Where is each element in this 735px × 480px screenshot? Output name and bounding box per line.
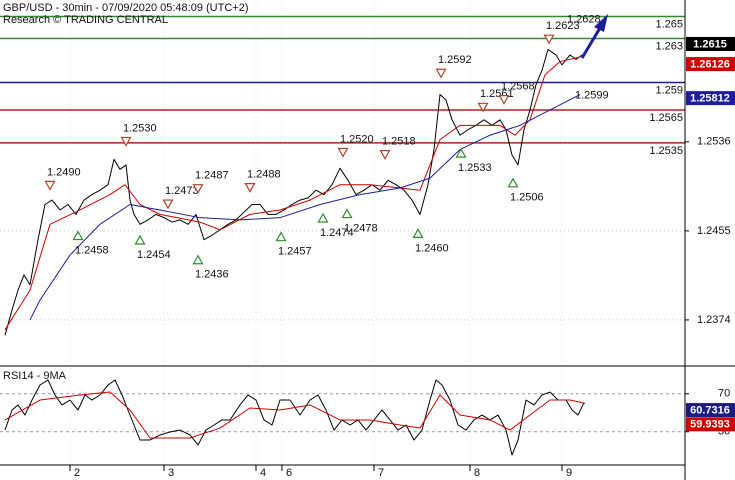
y-tick-label: 1.2374	[697, 314, 731, 326]
low-label: 1.2460	[415, 242, 449, 254]
low-marker	[192, 254, 204, 265]
level-label: 1.265	[655, 18, 683, 30]
arrow-head	[594, 14, 608, 32]
level-layer: 1.265 1.263 1.259 1.2565 1.2535	[0, 15, 685, 157]
high-marker	[244, 182, 256, 193]
high-marker	[162, 199, 174, 210]
note-label: 1.2599	[575, 89, 609, 101]
forecast-arrow	[580, 14, 608, 59]
last-value-box	[686, 417, 735, 432]
last-value-label: 1.25812	[690, 93, 730, 105]
y-tick-label: 1.2536	[697, 136, 731, 148]
high-label: 1.2530	[123, 122, 157, 134]
last-value-label: 60.7316	[690, 404, 730, 416]
x-tick-label: 6	[286, 467, 292, 479]
axis-layer: 1.23741.24551.25361.26151.261261.2581230…	[69, 36, 735, 479]
low-marker	[275, 231, 287, 242]
y-tick-label: 70	[718, 388, 730, 400]
high-marker	[477, 102, 489, 113]
low-label: 1.2474	[320, 227, 354, 239]
low-label: 1.2436	[195, 269, 229, 281]
high-label: 1.2592	[438, 54, 472, 66]
high-label: 1.2623	[546, 20, 580, 32]
x-tick-label: 7	[378, 467, 384, 479]
series-layer	[4, 48, 586, 456]
low-marker	[317, 212, 329, 223]
series-line	[4, 379, 585, 456]
last-value-label: 1.2615	[693, 38, 727, 50]
series-line	[4, 56, 581, 331]
x-tick-label: 8	[474, 467, 480, 479]
series-line	[4, 391, 586, 439]
high-marker	[498, 95, 510, 105]
x-tick-label: 4	[260, 467, 266, 479]
level-label: 1.2565	[649, 112, 683, 124]
y-tick-label: 1.2455	[697, 225, 731, 237]
high-marker	[379, 150, 391, 160]
low-label: 1.2458	[75, 244, 109, 256]
x-tick-label: 3	[168, 467, 174, 479]
low-marker	[72, 230, 84, 241]
note-label: 1.2628	[567, 14, 601, 26]
low-marker	[134, 234, 146, 245]
high-marker	[44, 180, 56, 191]
annotation-layer: 1.2490 1.2458 1.2530 1.2454 1.2473 1.2487 1.24…	[44, 14, 609, 281]
high-marker	[192, 184, 204, 194]
high-label: 1.2473	[165, 185, 199, 197]
rsi-title: RSI14 - 9MA	[3, 370, 67, 382]
grid-layer	[0, 0, 685, 465]
level-label: 1.2535	[649, 145, 683, 157]
x-tick-label: 9	[566, 467, 572, 479]
last-value-box	[686, 57, 735, 72]
high-label: 1.2487	[195, 170, 229, 182]
high-marker	[337, 147, 349, 158]
last-value-box	[686, 36, 735, 51]
high-label: 1.2490	[47, 166, 81, 178]
series-line	[29, 94, 581, 321]
level-label: 1.259	[655, 84, 683, 96]
high-marker	[435, 68, 447, 79]
low-label: 1.2533	[458, 162, 492, 174]
low-label: 1.2506	[510, 192, 544, 204]
low-label: 1.2478	[344, 222, 378, 234]
level-label: 1.263	[655, 40, 683, 52]
high-label: 1.2518	[382, 136, 416, 148]
last-value-label: 59.9393	[690, 419, 730, 431]
last-value-box	[686, 403, 735, 418]
low-marker	[341, 208, 353, 219]
high-label: 1.2520	[340, 133, 374, 145]
last-value-label: 1.26126	[690, 59, 730, 71]
chart-subtitle: Research © TRADING CENTRAL	[3, 14, 168, 26]
low-marker	[412, 228, 424, 238]
low-marker	[507, 177, 519, 188]
high-marker	[120, 136, 132, 147]
low-marker	[455, 147, 467, 158]
arrow-shaft	[580, 27, 602, 59]
x-tick-label: 2	[74, 467, 80, 479]
series-line	[4, 48, 583, 336]
low-label: 1.2457	[278, 246, 312, 258]
last-value-box	[686, 91, 735, 106]
chart-title: GBP/USD - 30min - 07/09/2020 05:48:09 (U…	[3, 2, 248, 14]
low-label: 1.2454	[137, 249, 171, 261]
high-label: 1.2568	[501, 81, 535, 93]
high-marker	[543, 34, 555, 45]
high-label: 1.2488	[247, 168, 281, 180]
